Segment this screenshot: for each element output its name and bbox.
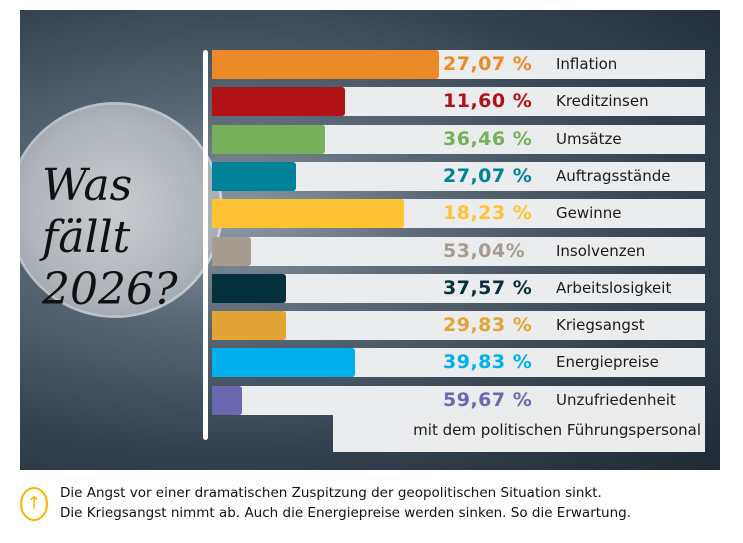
data-label: 11,60 % <box>443 90 533 113</box>
category-label: Energiepreise <box>556 353 659 372</box>
bar <box>212 199 405 229</box>
note-line: Die Angst vor einer dramatischen Zuspitz… <box>60 485 602 501</box>
axis-line <box>203 50 208 440</box>
title-line: fällt <box>42 212 131 263</box>
category-label: Inflation <box>556 55 618 73</box>
bar <box>212 348 355 378</box>
category-label: Unzufriedenheit <box>556 390 676 409</box>
category-label: Insolvenzen <box>556 241 646 260</box>
category-label: Auftragsstände <box>556 166 671 185</box>
bar-track: 53,04% Insolvenzen <box>212 236 705 266</box>
bar-track: 29,83 % Kriegsangst <box>212 311 705 341</box>
arrow-up-circle-icon: ↑ <box>20 487 48 521</box>
data-label: 18,23 % <box>443 202 533 225</box>
bar <box>212 124 326 154</box>
category-label: Kreditzinsen <box>556 92 649 111</box>
bar <box>212 311 286 341</box>
bar-track: 39,83 % Energiepreise <box>212 348 705 378</box>
chart-title: Was fällt 2026? <box>42 160 178 316</box>
data-label: 27,07 % <box>443 53 533 75</box>
bar <box>212 236 252 266</box>
bar-track: 59,67 % Unzufriedenheit <box>212 385 705 415</box>
category-label: Kriegsangst <box>556 316 645 335</box>
bar-track: 18,23 % Gewinne <box>212 199 705 229</box>
data-label: 37,57 % <box>443 276 533 299</box>
category-label: Umsätze <box>556 129 622 148</box>
bar-track: 27,07 % Auftragsstände <box>212 161 705 191</box>
category-label: Gewinne <box>556 204 622 223</box>
category-extra-box: mit dem politischen Führungspersonal <box>333 413 705 452</box>
data-label: 53,04% <box>443 239 526 262</box>
note-text: Die Angst vor einer dramatischen Zuspitz… <box>60 483 631 523</box>
title-line: 2026? <box>42 264 178 315</box>
category-label: Arbeitslosigkeit <box>556 278 672 297</box>
data-label: 36,46 % <box>443 127 533 150</box>
title-circle <box>20 105 220 315</box>
bar-track: 11,60 % Kreditzinsen <box>212 87 705 117</box>
data-label: 29,83 % <box>443 314 533 337</box>
bar <box>212 273 286 303</box>
data-label: 27,07 % <box>443 164 533 187</box>
data-label: 39,83 % <box>443 351 533 374</box>
bar <box>212 385 242 415</box>
bar <box>212 50 439 79</box>
title-line: Was <box>42 160 133 211</box>
bar-track: 37,57 % Arbeitslosigkeit <box>212 273 705 303</box>
bar-track: 27,07 % Inflation <box>212 50 705 79</box>
data-label: 59,67 % <box>443 388 533 411</box>
bar <box>212 87 346 117</box>
bar <box>212 161 296 191</box>
category-extra-label: mit dem politischen Führungspersonal <box>413 421 701 439</box>
note-line: Die Kriegsangst nimmt ab. Auch die Energ… <box>60 505 632 521</box>
bar-track: 36,46 % Umsätze <box>212 124 705 154</box>
